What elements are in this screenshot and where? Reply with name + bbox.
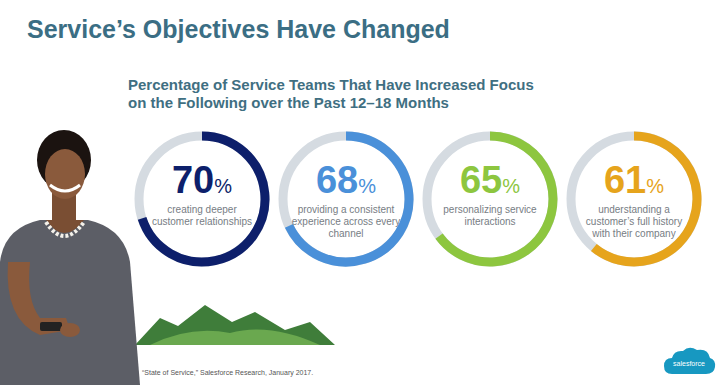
slide-title: Service’s Objectives Have Changed bbox=[27, 15, 450, 43]
category-label: creating deepercustomer relationships bbox=[152, 204, 252, 227]
category-line: channel bbox=[328, 228, 363, 239]
category-line: with their company bbox=[591, 228, 675, 239]
value-unit: % bbox=[214, 175, 232, 197]
hand bbox=[60, 323, 80, 337]
category-line: creating deeper bbox=[167, 204, 237, 215]
category-label: personalizing serviceinteractions bbox=[443, 204, 537, 227]
donut: 68%providing a consistentexperience acro… bbox=[283, 136, 409, 262]
value-label: 68% bbox=[316, 159, 376, 201]
person bbox=[0, 130, 140, 385]
dress bbox=[0, 220, 140, 385]
donut: 70% creating deepercustomer relationships bbox=[139, 136, 265, 262]
category-line: understanding a bbox=[598, 204, 670, 215]
smile bbox=[50, 185, 80, 191]
value-number: 68 bbox=[316, 159, 358, 201]
logo-cloud bbox=[664, 348, 715, 374]
category-line: customer’s full history bbox=[586, 216, 682, 227]
value-number: 61 bbox=[604, 159, 646, 201]
phone bbox=[40, 322, 62, 331]
donut-charts: 70% creating deepercustomer relationships… bbox=[139, 136, 697, 262]
category-label: understanding acustomer’s full historywi… bbox=[586, 204, 682, 239]
value-unit: % bbox=[358, 175, 376, 197]
ring-arc bbox=[594, 136, 697, 262]
ring-track bbox=[283, 136, 409, 262]
donut: 61%understanding acustomer’s full histor… bbox=[571, 136, 697, 262]
ring-track bbox=[139, 136, 265, 262]
category-line: interactions bbox=[464, 216, 515, 227]
ring-arc bbox=[142, 136, 265, 262]
value-number: 70 bbox=[172, 159, 214, 201]
slide: Service’s Objectives Have Changed Percent… bbox=[0, 0, 720, 385]
logo-text: salesforce bbox=[673, 360, 705, 367]
value-label: 61% bbox=[604, 159, 664, 201]
logo: salesforce bbox=[664, 348, 715, 374]
chart-title-line: on the Following over the Past 12–18 Mon… bbox=[128, 94, 449, 111]
value-label: 65% bbox=[460, 159, 520, 201]
face bbox=[45, 149, 85, 199]
category-line: experience across every bbox=[292, 216, 400, 227]
source: “State of Service,” Salesforce Research,… bbox=[142, 369, 313, 377]
donut: 65% personalizing serviceinteractions bbox=[427, 136, 553, 262]
value-unit: % bbox=[502, 175, 520, 197]
hills bbox=[150, 329, 320, 345]
ring-arc bbox=[289, 136, 409, 262]
ring-track bbox=[427, 136, 553, 262]
ring-track bbox=[571, 136, 697, 262]
category-line: providing a consistent bbox=[298, 204, 395, 215]
mountains bbox=[135, 305, 335, 345]
ring-arc bbox=[439, 136, 553, 262]
arm bbox=[8, 262, 70, 335]
value-unit: % bbox=[646, 175, 664, 197]
necklace bbox=[46, 222, 84, 236]
category-line: customer relationships bbox=[152, 216, 252, 227]
category-line: personalizing service bbox=[443, 204, 537, 215]
value-number: 65 bbox=[460, 159, 502, 201]
value-label: 70% bbox=[172, 159, 232, 201]
category-label: providing a consistentexperience across … bbox=[292, 204, 400, 239]
chart-title-line: Percentage of Service Teams That Have In… bbox=[128, 76, 534, 93]
chart-title: Percentage of Service Teams That Have In… bbox=[128, 76, 534, 111]
